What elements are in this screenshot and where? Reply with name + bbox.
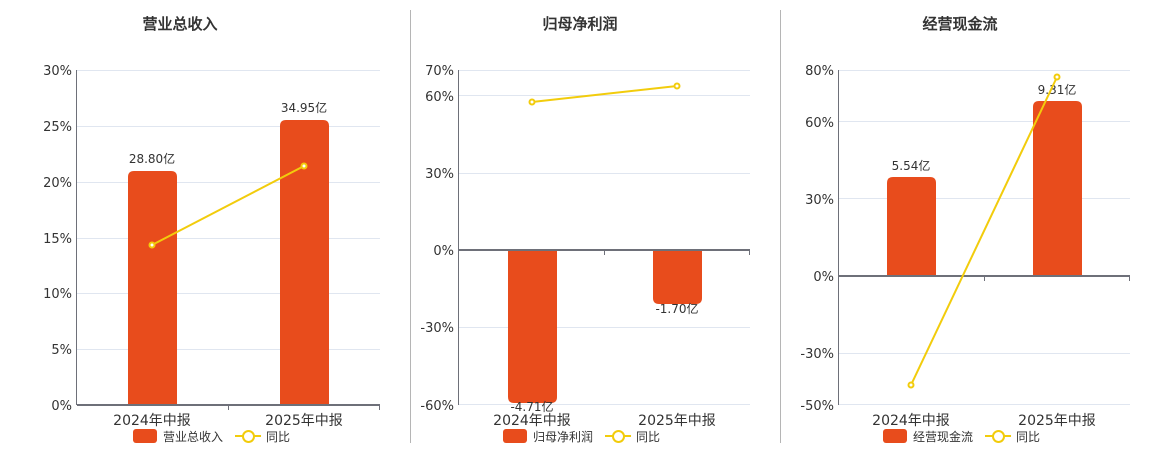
bar-value-labels: -4.71亿 -1.70亿 (510, 301, 698, 414)
chart-title: 营业总收入 (142, 15, 218, 33)
divider (780, 10, 781, 443)
svg-text:30%: 30% (43, 64, 72, 79)
x-tick-labels: 2024年中报 2025年中报 (493, 413, 716, 429)
svg-text:-30%: -30% (800, 347, 834, 362)
svg-text:2024年中报: 2024年中报 (113, 413, 191, 429)
x-tick-labels: 2024年中报 2025年中报 (113, 413, 343, 429)
svg-text:2025年中报: 2025年中报 (265, 413, 343, 429)
bar-2024 (128, 171, 177, 405)
revenue-chart: 30% 25% 20% 15% 10% 5% 0% 28.80亿 34.95亿 … (43, 64, 380, 429)
chart-title: 经营现金流 (922, 15, 998, 33)
svg-text:28.80亿: 28.80亿 (129, 151, 175, 166)
svg-text:30%: 30% (805, 193, 834, 208)
net-profit-chart: 70% 60% 30% 0% -30% -60% -4.71亿 -1.70亿 2… (420, 64, 750, 429)
legend: 经营现金流 同比 (883, 428, 1040, 444)
svg-text:-1.70亿: -1.70亿 (655, 301, 698, 316)
svg-text:25%: 25% (43, 120, 72, 135)
y-tick-labels: 30% 25% 20% 15% 10% 5% 0% (43, 64, 72, 414)
svg-text:-50%: -50% (800, 399, 834, 414)
svg-text:5%: 5% (51, 343, 72, 358)
legend-bar-swatch[interactable] (883, 429, 907, 443)
gridlines (839, 70, 1130, 405)
y-tick-labels: 80% 60% 30% 0% -30% -50% (800, 64, 834, 414)
legend-line-swatch-icon[interactable] (985, 429, 1012, 443)
legend-bar-swatch[interactable] (503, 429, 527, 443)
bar-value-labels: 28.80亿 34.95亿 (129, 100, 327, 166)
svg-text:60%: 60% (805, 116, 834, 131)
legend-line-label[interactable]: 同比 (266, 429, 291, 444)
legend-line-swatch-icon[interactable] (235, 429, 262, 443)
svg-text:2024年中报: 2024年中报 (493, 413, 571, 429)
svg-text:9.31亿: 9.31亿 (1038, 82, 1077, 97)
svg-text:0%: 0% (813, 270, 834, 285)
bar-2024 (508, 250, 557, 403)
gridlines (77, 70, 380, 350)
svg-text:0%: 0% (51, 399, 72, 414)
chart-title: 归母净利润 (542, 15, 618, 33)
chart-panel-net-profit: 归母净利润 70% 60% 30% 0% -30% -60% -4.71亿 -1… (420, 15, 750, 444)
legend: 归母净利润 同比 (503, 428, 660, 444)
legend-bar-label[interactable]: 营业总收入 (163, 429, 224, 444)
legend-bar-swatch[interactable] (133, 429, 157, 443)
legend-line-swatch-icon[interactable] (605, 429, 632, 443)
bar-2025 (280, 120, 329, 405)
svg-text:15%: 15% (43, 232, 72, 247)
bar-2025 (1033, 101, 1082, 276)
yoy-line (151, 165, 305, 246)
divider (410, 10, 411, 443)
legend-line-label[interactable]: 同比 (636, 429, 661, 444)
svg-text:80%: 80% (805, 64, 834, 79)
legend-line-label[interactable]: 同比 (1016, 429, 1041, 444)
legend: 营业总收入 同比 (133, 428, 290, 444)
svg-text:2025年中报: 2025年中报 (638, 413, 716, 429)
svg-text:-4.71亿: -4.71亿 (510, 399, 553, 414)
yoy-line (910, 76, 1058, 386)
bar-2024 (887, 177, 936, 276)
svg-text:2024年中报: 2024年中报 (872, 413, 950, 429)
svg-text:0%: 0% (433, 244, 454, 259)
svg-text:5.54亿: 5.54亿 (892, 158, 931, 173)
svg-text:60%: 60% (425, 90, 454, 105)
chart-panel-revenue: 营业总收入 30% 25% 20% 15% 10% 5% 0% 28.80亿 (0, 0, 400, 450)
svg-text:2025年中报: 2025年中报 (1018, 413, 1096, 429)
svg-text:-30%: -30% (420, 321, 454, 336)
svg-text:30%: 30% (425, 167, 454, 182)
svg-text:34.95亿: 34.95亿 (281, 100, 327, 115)
bar-value-labels: 5.54亿 9.31亿 (892, 82, 1077, 173)
svg-text:70%: 70% (425, 64, 454, 79)
svg-text:-60%: -60% (420, 399, 454, 414)
x-tick-labels: 2024年中报 2025年中报 (872, 413, 1096, 429)
legend-bar-label[interactable]: 经营现金流 (913, 429, 974, 444)
svg-text:10%: 10% (43, 287, 72, 302)
y-tick-labels: 70% 60% 30% 0% -30% -60% (420, 64, 454, 414)
gridlines (458, 70, 750, 405)
legend-bar-label[interactable]: 归母净利润 (533, 429, 594, 444)
yoy-line (531, 85, 678, 103)
svg-text:20%: 20% (43, 176, 72, 191)
bar-2025 (653, 250, 702, 304)
